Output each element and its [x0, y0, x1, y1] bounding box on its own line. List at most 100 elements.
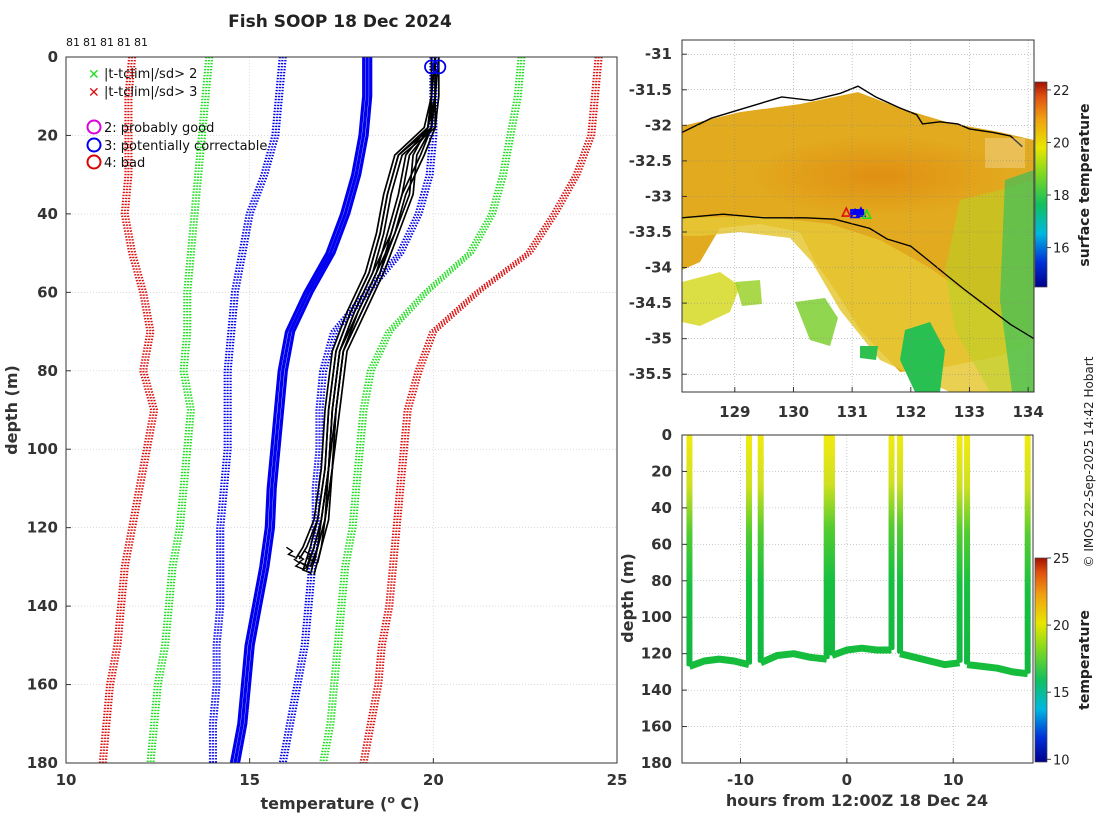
profile-count: 81 [100, 36, 114, 49]
series-line-mean-1-sd [284, 57, 438, 763]
sst-patch [795, 298, 838, 346]
temperature-colorbar-tick-label: 15 [1053, 686, 1070, 701]
cast-bottom-track [966, 661, 1029, 678]
profile-ytick-label: 80 [37, 362, 58, 380]
cast-bottom-track [899, 650, 961, 669]
series-line-mean-1-sd [208, 57, 281, 763]
cast-bottom-track [830, 644, 892, 659]
flag3-circle-icon [86, 137, 102, 153]
flag4-circle-icon [86, 154, 102, 170]
sst-warm-core [750, 136, 1010, 216]
cast-descent [828, 435, 835, 656]
sd2-cross-icon: ✕ [88, 67, 100, 83]
track-marker [861, 208, 873, 220]
profile-count-labels: 81 81 81 81 81 [66, 36, 148, 49]
cast-descent [757, 435, 764, 663]
sst-colorbar-tick-label: 18 [1053, 189, 1070, 204]
map-xtick-label: 134 [1012, 403, 1043, 421]
ship-track [840, 206, 873, 220]
sst-coastal-cold [1000, 170, 1034, 392]
cast-bottom-track [688, 655, 750, 670]
sst-colorbar-tick-label: 20 [1053, 136, 1070, 151]
time-depth-axes-frame [681, 434, 1034, 764]
sst-colorbar-label: surface temperature [1077, 103, 1093, 266]
track-cluster [850, 209, 865, 216]
cast-descent [686, 435, 693, 667]
time-depth-ytick-label: 40 [651, 499, 672, 517]
series-line-mean-2-sd [319, 57, 520, 763]
series-line-mean-2-sd [152, 57, 214, 763]
xbt-profile-line [294, 57, 433, 560]
cast-ascent [1024, 435, 1031, 674]
cast-bottom-track [759, 650, 828, 667]
sd3-cross-icon: ✕ [88, 85, 100, 101]
profile-ytick-label: 140 [27, 597, 58, 615]
legend-flag3: 3: potentially correctable [104, 139, 267, 154]
figure-title: Fish SOOP 18 Dec 2024 [228, 12, 452, 32]
legend-sd3: |t-tclim|/sd> 3 [104, 85, 197, 100]
time-depth-ytick-label: 0 [662, 426, 672, 444]
profile-series [98, 57, 603, 763]
time-depth-ytick-label: 160 [641, 718, 672, 736]
profile-panel: Fish SOOP 18 Dec 2024 81 81 81 81 81 10 1… [2, 12, 627, 813]
cast-ascent [956, 435, 963, 663]
profile-ytick-label: 20 [37, 126, 58, 144]
temperature-colorbar-tick-label: 10 [1053, 753, 1070, 768]
track-marker [840, 206, 852, 217]
map-ytick-label: -34.5 [629, 294, 672, 312]
time-depth-ytick-label: 80 [651, 572, 672, 590]
map-ytick-label: -32 [645, 116, 672, 134]
profile-ytick-label: 160 [27, 676, 58, 694]
profile-bottom-squiggle [300, 562, 311, 574]
map-ytick-label: -35 [645, 330, 672, 348]
series-line-mean-3-sd [101, 57, 156, 763]
series-line-mean-3-sd [362, 57, 600, 763]
profile-count: 81 [66, 36, 80, 49]
xbt-profile-line [298, 57, 437, 560]
time-depth-ytick-label: 100 [641, 608, 672, 626]
profile-ticks: 10 15 20 25 0 20 40 60 80 100 120 140 160 180 [27, 48, 628, 789]
profile-xlabel: temperature (o C) [260, 793, 419, 813]
series-line-climatology-mean [236, 57, 373, 763]
map-ytick-label: -34 [645, 259, 672, 277]
flag3-marker [431, 59, 447, 75]
profile-ylabel: depth (m) [2, 365, 21, 455]
land-mask [682, 40, 1034, 140]
temperature-colorbar-tick-label: 25 [1053, 552, 1070, 567]
map-ytick-label: -35.5 [629, 365, 672, 383]
profile-ytick-label: 60 [37, 283, 58, 301]
map-ytick-label: -33 [645, 187, 672, 205]
map-xtick-label: 130 [778, 403, 809, 421]
profile-ytick-label: 0 [48, 48, 58, 66]
sst-patch [860, 346, 878, 360]
xbt-profile-line [309, 57, 437, 575]
time-depth-xlabel: hours from 12:00Z 18 Dec 24 [726, 791, 988, 810]
profile-bottom-squiggle [304, 550, 315, 562]
profile-bottom-squiggle [293, 558, 304, 570]
profile-grid [65, 56, 618, 764]
profile-count: 81 [117, 36, 131, 49]
map-xtick-label: 129 [719, 403, 750, 421]
sst-cooler-band [682, 216, 1034, 392]
map-xtick-label: 131 [836, 403, 867, 421]
sst-field [682, 40, 1034, 392]
series-line-mean-3-sd [104, 57, 159, 763]
flag2-circle-icon [86, 119, 102, 135]
profile-axes-frame [65, 56, 618, 764]
sst-patch [900, 322, 945, 392]
map-ticks: 129 130 131 132 133 134 -31 -31.5 -32 -32.5 -33 -33… [629, 45, 1044, 421]
profile-count: 81 [134, 36, 148, 49]
temperature-colorbar-tick-label: 20 [1053, 619, 1070, 634]
time-depth-xtick-label: -10 [727, 771, 754, 789]
map-axes-frame [681, 39, 1035, 393]
legend-flag4: 4: bad [104, 156, 145, 171]
series-line-mean-1-sd [278, 57, 432, 763]
map-panel: 129 130 131 132 133 134 -31 -31.5 -32 -32.5 -33 -33… [629, 39, 1093, 421]
temperature-colorbar-ticks: 25 20 15 10 [1047, 552, 1070, 768]
map-ytick-label: -31 [645, 45, 672, 63]
time-depth-casts [686, 435, 1031, 678]
cast-ascent [823, 435, 830, 660]
